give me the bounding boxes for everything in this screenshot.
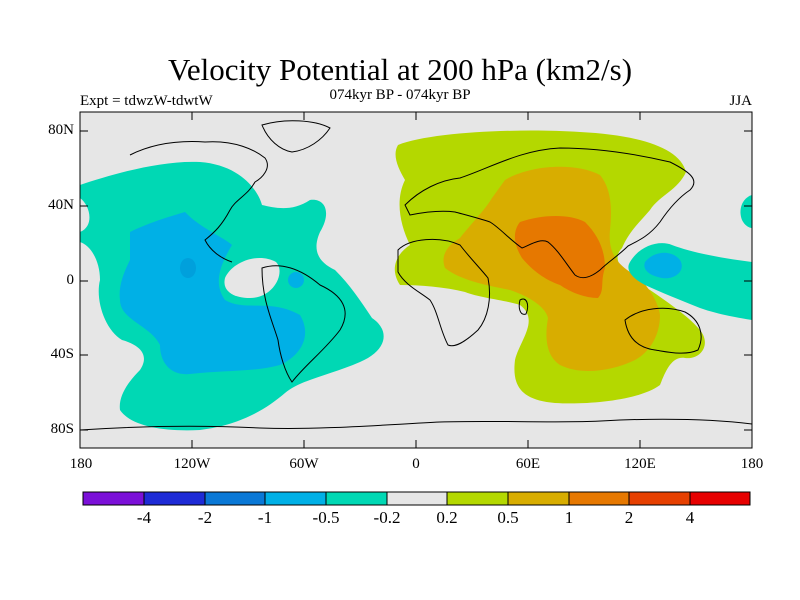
lat-label-0: 0 <box>66 272 75 288</box>
colorbar-swatch-7 <box>446 491 509 506</box>
experiment-label: Expt = tdwzW-tdwtW <box>80 93 213 109</box>
colorbar-label: -2 <box>197 508 213 527</box>
coast-africa <box>397 238 491 347</box>
colorbar-label: 2 <box>624 508 634 527</box>
region-negative-dateline-east <box>740 195 752 228</box>
colorbar-label: 0.5 <box>497 508 519 527</box>
lat-label-40n: 40N <box>48 197 74 213</box>
colorbar-label: -0.2 <box>373 508 401 527</box>
coast-south-america <box>261 265 346 383</box>
lon-label-60w: 60W <box>289 456 319 472</box>
colorbar-swatch-8 <box>507 491 570 506</box>
coast-antarctica <box>80 418 752 431</box>
colorbar-swatch-4 <box>264 491 327 506</box>
colorbar-swatch-6 <box>386 491 448 506</box>
lon-label-0: 0 <box>412 456 420 472</box>
colorbar <box>82 491 751 506</box>
colorbar-label: 4 <box>685 508 695 527</box>
region-negative-small-atlantic <box>288 272 304 288</box>
lon-label-180e: 180 <box>740 456 764 472</box>
lon-label-60e: 60E <box>515 456 541 472</box>
lat-label-40s: 40S <box>50 346 74 362</box>
colorbar-swatch-9 <box>568 491 630 506</box>
colorbar-swatch-11 <box>689 491 751 506</box>
colorbar-swatch-2 <box>143 491 206 506</box>
lon-label-120e: 120E <box>624 456 656 472</box>
coast-greenland <box>261 120 331 153</box>
coast-australia <box>624 307 702 354</box>
contour-field <box>80 112 752 448</box>
colorbar-label: -1 <box>257 508 273 527</box>
colorbar-swatch-5 <box>325 491 388 506</box>
map-subtitle: 074kyr BP - 074kyr BP <box>329 87 471 103</box>
coastlines <box>80 120 752 431</box>
lon-label-120w: 120W <box>173 456 211 472</box>
coast-eurasia <box>404 147 695 279</box>
colorbar-label: 0.2 <box>436 508 458 527</box>
region-negative-peak-east-pacific <box>180 258 196 278</box>
map-title: Velocity Potential at 200 hPa (km2/s) <box>167 52 633 87</box>
region-neutral-atlantic-pocket <box>224 257 280 298</box>
colorbar-swatch-1 <box>82 491 145 506</box>
region-negative-core-east-pacific <box>119 212 306 375</box>
season-label: JJA <box>729 93 752 109</box>
colorbar-label: 1 <box>564 508 574 527</box>
lat-label-80s: 80S <box>50 421 74 437</box>
colorbar-label: -0.5 <box>312 508 340 527</box>
coast-madagascar <box>518 298 529 315</box>
axis-ticks <box>80 112 752 448</box>
colorbar-swatch-3 <box>204 491 266 506</box>
coast-north-america <box>129 141 268 263</box>
colorbar-swatch-10 <box>628 491 691 506</box>
lat-label-80n: 80N <box>48 122 74 138</box>
colorbar-label: -4 <box>136 508 152 527</box>
region-negative-west-pacific-core <box>644 252 682 279</box>
lon-label-180w: 180 <box>69 456 93 472</box>
